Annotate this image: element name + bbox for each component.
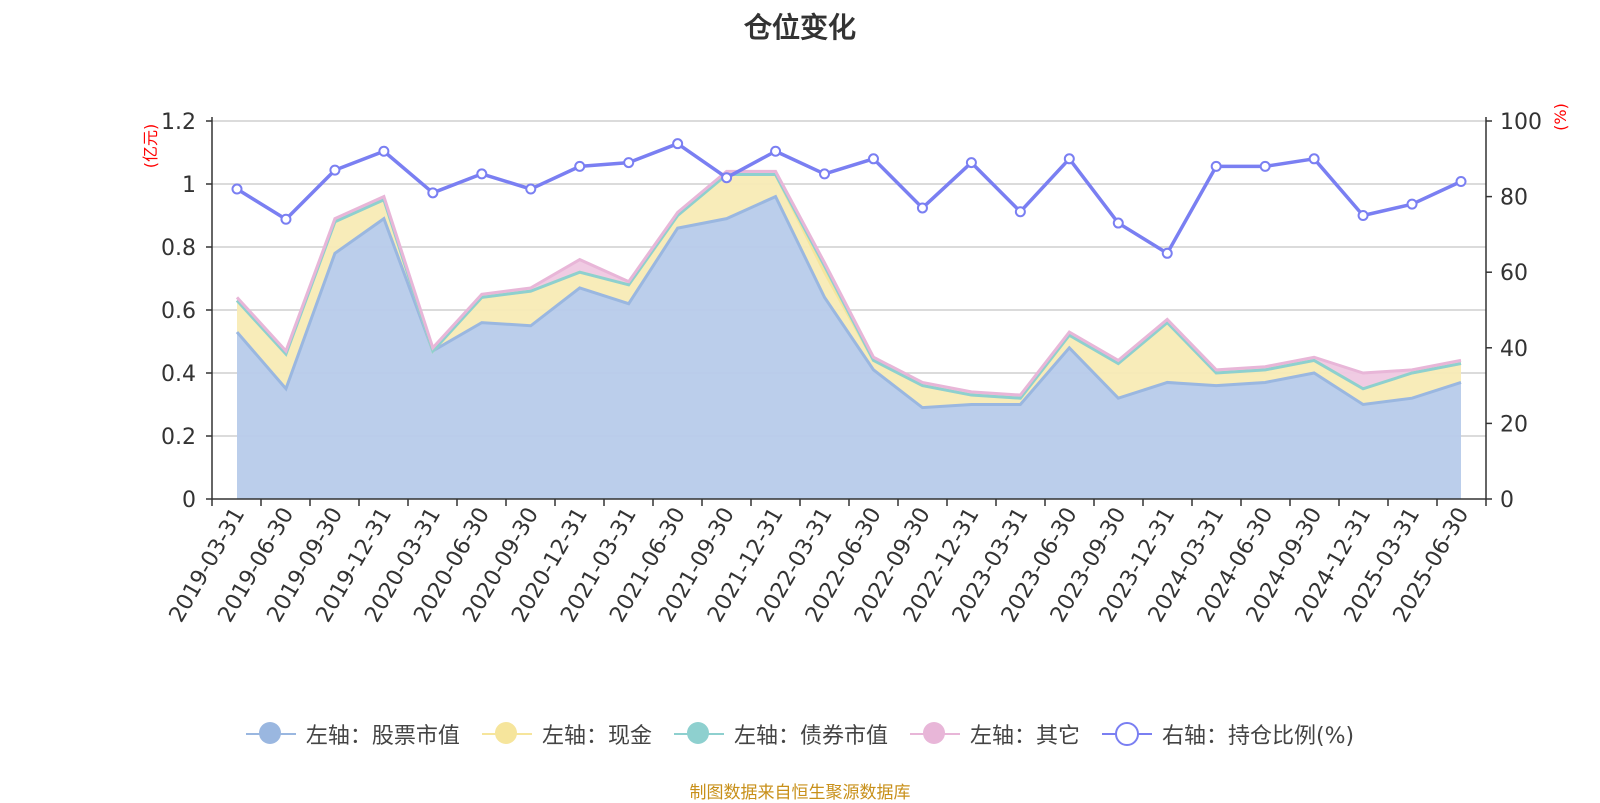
ratio-point [280,213,292,225]
left-tick-label: 1.2 [161,110,196,135]
legend-swatch-icon [245,721,296,747]
line-左轴：股票市值 [235,194,1462,410]
data-source-note: 制图数据来自恒生聚源数据库 [689,783,911,803]
ratio-point [427,187,439,199]
area-左轴：股票市值 [237,196,1461,499]
ratio-point [916,202,928,214]
legend-label: 右轴：持仓比例(%) [1161,724,1355,749]
left-tick-label: 0.4 [161,362,196,387]
ratio-point [1014,206,1026,218]
position-change-chart: 00.20.40.60.811.2020406080100(亿元)(%)2019… [141,103,1570,627]
area-左轴：现金 [237,174,1461,408]
right-tick-label: 0 [1500,488,1514,513]
ratio-point [574,160,586,172]
legend-item[interactable]: 左轴：其它 [909,718,1080,750]
chart-legend: 左轴：股票市值 左轴：现金 左轴：债券市值 左轴：其它 右轴：持仓比例(%) [0,718,1600,750]
ratio-point [1063,153,1075,165]
legend-label: 左轴：股票市值 [305,724,460,749]
ratio-point [623,157,635,169]
ratio-point [525,183,537,195]
ratio-point [770,145,782,157]
legend-label: 左轴：债券市值 [733,724,888,749]
ratio-point [867,153,879,165]
ratio-point [965,157,977,169]
legend-item[interactable]: 右轴：持仓比例(%) [1101,718,1355,750]
right-tick-label: 80 [1500,186,1528,211]
right-axis-unit: (%) [1551,103,1570,131]
ratio-point [819,168,831,180]
left-tick-label: 1 [182,173,196,198]
line-左轴：其它 [235,169,1462,397]
left-axis-unit: (亿元) [141,124,160,169]
ratio-point [378,145,390,157]
right-tick-label: 100 [1500,110,1542,135]
ratio-point [1308,153,1320,165]
right-tick-label: 60 [1500,261,1528,286]
legend-swatch-icon [481,721,532,747]
legend-item[interactable]: 左轴：股票市值 [245,718,460,750]
ratio-point [1357,210,1369,221]
legend-swatch-icon [1101,721,1152,747]
ratio-point [672,138,684,150]
ratio-point [231,183,243,195]
ratio-point [1455,175,1467,187]
legend-label: 左轴：其它 [969,724,1080,749]
left-tick-label: 0 [182,488,196,513]
legend-label: 左轴：现金 [541,724,652,749]
ratio-point [1406,198,1418,210]
ratio-point [476,168,488,180]
ratio-point [1210,160,1222,172]
right-tick-label: 20 [1500,412,1528,437]
left-tick-label: 0.2 [161,425,196,450]
legend-swatch-icon [909,721,960,747]
ratio-point [1112,217,1124,229]
left-tick-label: 0.8 [161,236,196,261]
left-tick-label: 0.6 [161,299,196,324]
ratio-point [329,164,341,176]
legend-item[interactable]: 左轴：现金 [481,718,652,750]
ratio-series-line [236,141,1462,256]
ratio-point [721,172,733,184]
chart-title: 仓位变化 [743,11,856,44]
ratio-point [1161,247,1173,259]
legend-item[interactable]: 左轴：债券市值 [673,718,888,750]
ratio-point [1259,160,1271,172]
right-tick-label: 40 [1500,337,1528,362]
legend-swatch-icon [673,721,724,747]
